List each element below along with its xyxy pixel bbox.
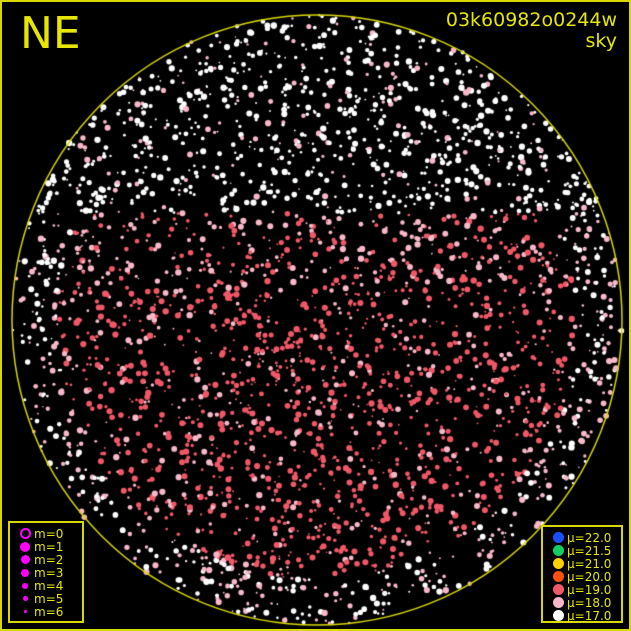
direction-label: NE bbox=[20, 8, 81, 59]
magnitude-label: m=0 bbox=[34, 526, 64, 541]
brightness-color-icon bbox=[552, 610, 564, 621]
brightness-label: μ=20.0 bbox=[567, 569, 612, 584]
magnitude-legend-row: m=5 bbox=[16, 591, 76, 606]
magnitude-legend-row: m=1 bbox=[16, 539, 76, 554]
magnitude-label: m=1 bbox=[34, 539, 64, 554]
brightness-color-icon bbox=[552, 545, 564, 556]
magnitude-marker-icon bbox=[22, 596, 28, 601]
magnitude-marker-icon bbox=[23, 610, 27, 613]
sky-brightness-legend-row: μ=17.0 bbox=[549, 608, 615, 623]
magnitude-legend-row: m=4 bbox=[16, 578, 76, 593]
magnitude-marker-icon bbox=[21, 568, 29, 577]
brightness-color-icon bbox=[552, 571, 564, 582]
sky-brightness-legend-row: μ=21.0 bbox=[549, 556, 615, 571]
brightness-color-icon bbox=[552, 532, 564, 543]
magnitude-label: m=4 bbox=[34, 578, 64, 593]
magnitude-label: m=6 bbox=[34, 604, 64, 619]
magnitude-legend-row: m=6 bbox=[16, 604, 76, 619]
magnitude-legend-row: m=2 bbox=[16, 552, 76, 567]
brightness-color-icon bbox=[552, 597, 564, 608]
magnitude-legend: m=0 m=1 m=2 m=3 m=4 m=5 m=6 bbox=[8, 521, 84, 623]
brightness-label: μ=18.0 bbox=[567, 595, 612, 610]
magnitude-marker-icon bbox=[22, 582, 28, 589]
brightness-label: μ=21.5 bbox=[567, 543, 612, 558]
camera-id: 03k60982o0244w bbox=[445, 9, 617, 31]
magnitude-marker-icon bbox=[19, 528, 31, 539]
magnitude-label: m=3 bbox=[34, 565, 64, 580]
sky-brightness-legend: μ=22.0 μ=21.5 μ=21.0 μ=20.0 μ=19.0 μ=18.0 μ=17… bbox=[541, 525, 623, 623]
image-type: sky bbox=[585, 30, 617, 52]
brightness-label: μ=21.0 bbox=[567, 556, 612, 571]
magnitude-legend-row: m=0 bbox=[16, 526, 76, 541]
sky-brightness-legend-row: μ=21.5 bbox=[549, 543, 615, 558]
brightness-label: μ=19.0 bbox=[567, 582, 612, 597]
magnitude-marker-icon bbox=[20, 541, 30, 552]
brightness-color-icon bbox=[552, 558, 564, 569]
sky-brightness-legend-row: μ=18.0 bbox=[549, 595, 615, 610]
magnitude-legend-row: m=3 bbox=[16, 565, 76, 580]
magnitude-marker-icon bbox=[20, 555, 30, 564]
sky-brightness-legend-row: μ=20.0 bbox=[549, 569, 615, 584]
brightness-label: μ=22.0 bbox=[567, 530, 612, 545]
magnitude-label: m=5 bbox=[34, 591, 64, 606]
brightness-label: μ=17.0 bbox=[567, 608, 612, 623]
magnitude-label: m=2 bbox=[34, 552, 64, 567]
sky-brightness-legend-row: μ=22.0 bbox=[549, 530, 615, 545]
sky-brightness-legend-row: μ=19.0 bbox=[549, 582, 615, 597]
brightness-color-icon bbox=[552, 584, 564, 595]
